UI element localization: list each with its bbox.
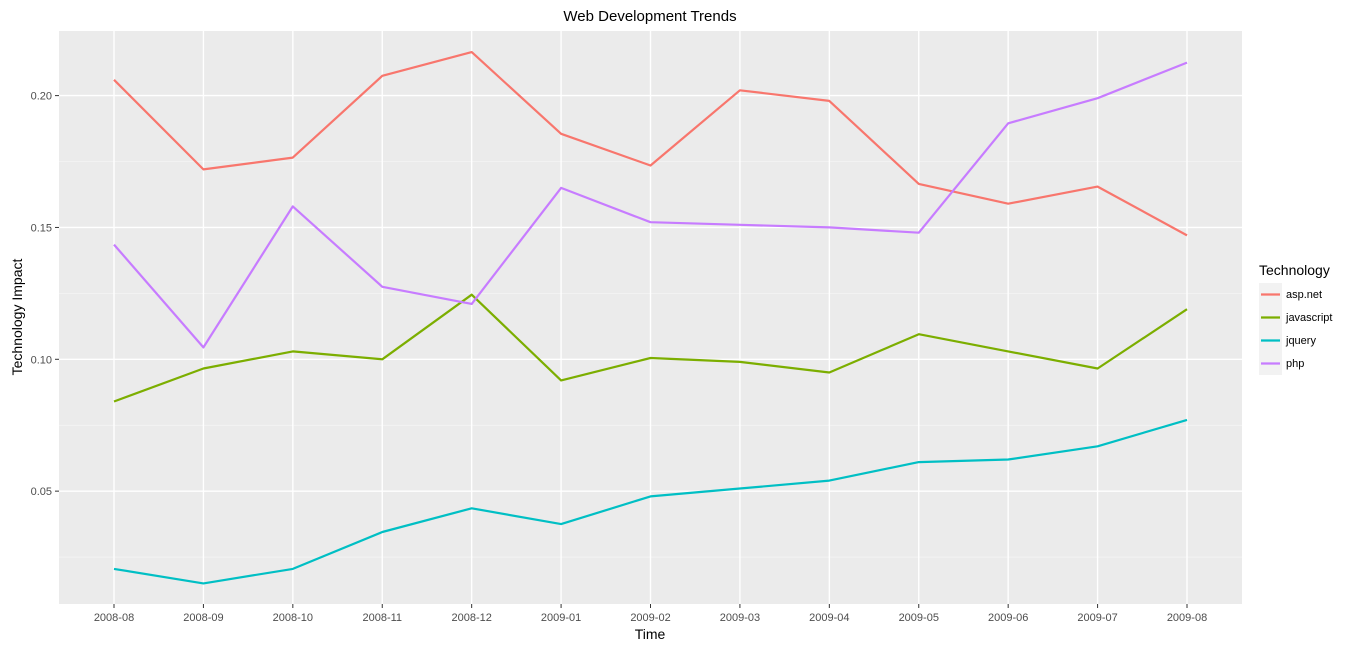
series-line-javascript — [113, 293, 1188, 403]
x-tick-label: 2008-12 — [451, 612, 491, 624]
x-tick-label: 2008-08 — [94, 612, 134, 624]
y-tick-label: 0.05 — [31, 486, 52, 498]
x-tick-label: 2008-10 — [273, 612, 313, 624]
series-line-asp-net — [113, 50, 1188, 237]
x-axis: 2008-08 2008-09 2008-10 2008-11 2008-12 2009-… — [94, 604, 1207, 624]
x-tick-label: 2008-09 — [183, 612, 223, 624]
legend-label: asp.net — [1286, 289, 1322, 301]
x-tick-label: 2009-01 — [541, 612, 581, 624]
series-lines — [113, 50, 1188, 585]
x-tick-label: 2009-04 — [809, 612, 849, 624]
x-tick-label: 2009-07 — [1077, 612, 1117, 624]
x-tick-label: 2009-03 — [720, 612, 760, 624]
legend-label: javascript — [1285, 312, 1332, 324]
y-axis: 0.05 0.10 0.15 0.20 — [31, 91, 59, 498]
x-tick-label: 2009-06 — [988, 612, 1028, 624]
y-axis-title: Technology Impact — [9, 259, 25, 376]
legend-label: php — [1286, 358, 1304, 370]
chart-title: Web Development Trends — [563, 8, 736, 25]
y-tick-label: 0.10 — [31, 354, 52, 366]
y-tick-label: 0.15 — [31, 222, 52, 234]
legend-label: jquery — [1285, 335, 1316, 347]
x-tick-label: 2009-02 — [630, 612, 670, 624]
x-axis-title: Time — [635, 626, 666, 642]
x-tick-label: 2009-08 — [1167, 612, 1207, 624]
legend: Technology asp.net javascript jquery php — [1259, 262, 1332, 375]
x-tick-label: 2008-11 — [362, 612, 402, 624]
y-tick-label: 0.20 — [31, 91, 52, 103]
series-line-jquery — [113, 418, 1188, 585]
grid-lines — [59, 31, 1242, 604]
x-tick-label: 2009-05 — [899, 612, 939, 624]
legend-title: Technology — [1259, 262, 1330, 278]
series-line-php — [113, 61, 1188, 349]
